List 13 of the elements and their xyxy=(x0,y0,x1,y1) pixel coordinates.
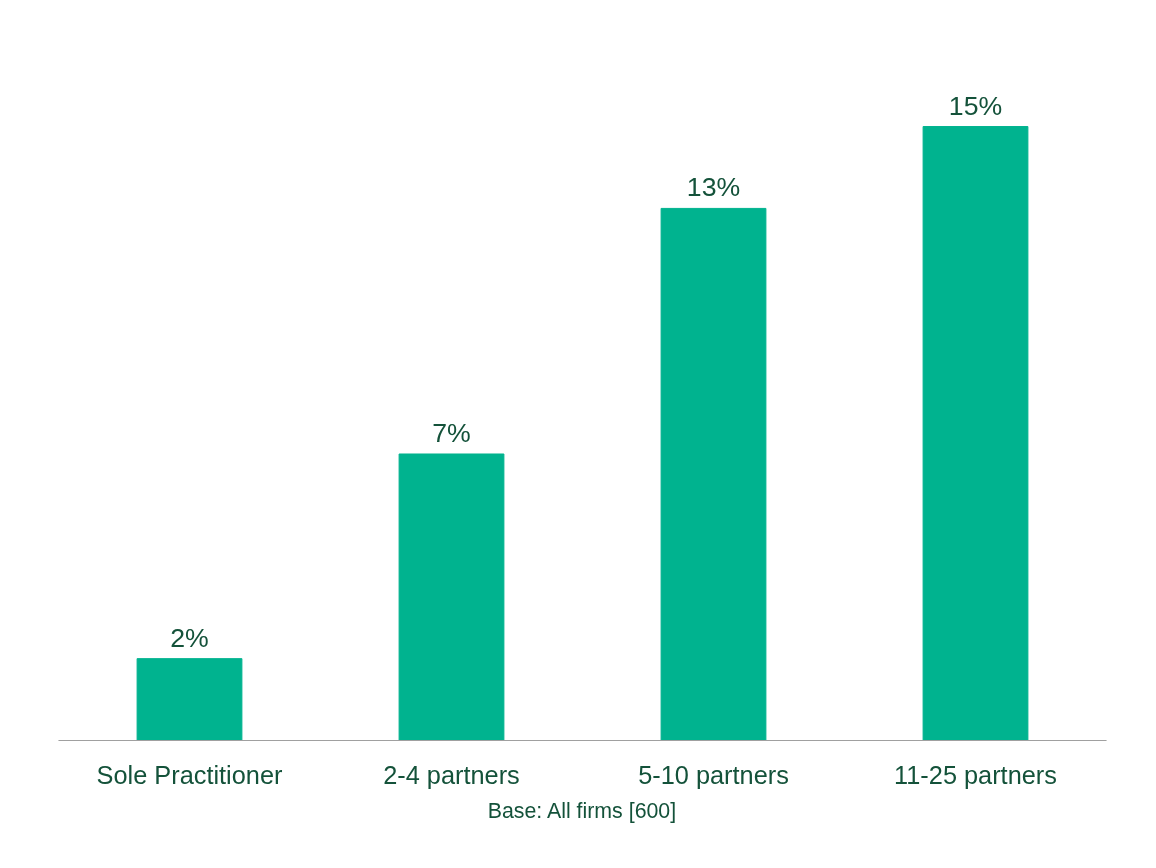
bar xyxy=(660,207,767,741)
text: Base: All firms [600] xyxy=(487,798,677,823)
data-label: 15% xyxy=(948,90,1003,121)
x-tick-label: 5-10 partners xyxy=(638,760,789,789)
data-label: 13% xyxy=(686,172,741,203)
x-tick-label: 2-4 partners xyxy=(383,760,520,789)
bar xyxy=(922,126,1029,741)
data-label: 2% xyxy=(170,622,209,653)
x-tick-label: Sole Practitioner xyxy=(96,760,283,789)
bar xyxy=(398,453,505,741)
data-label: 7% xyxy=(432,417,471,448)
x-tick-label: 11-25 partners xyxy=(894,760,1057,789)
bar xyxy=(136,658,243,741)
